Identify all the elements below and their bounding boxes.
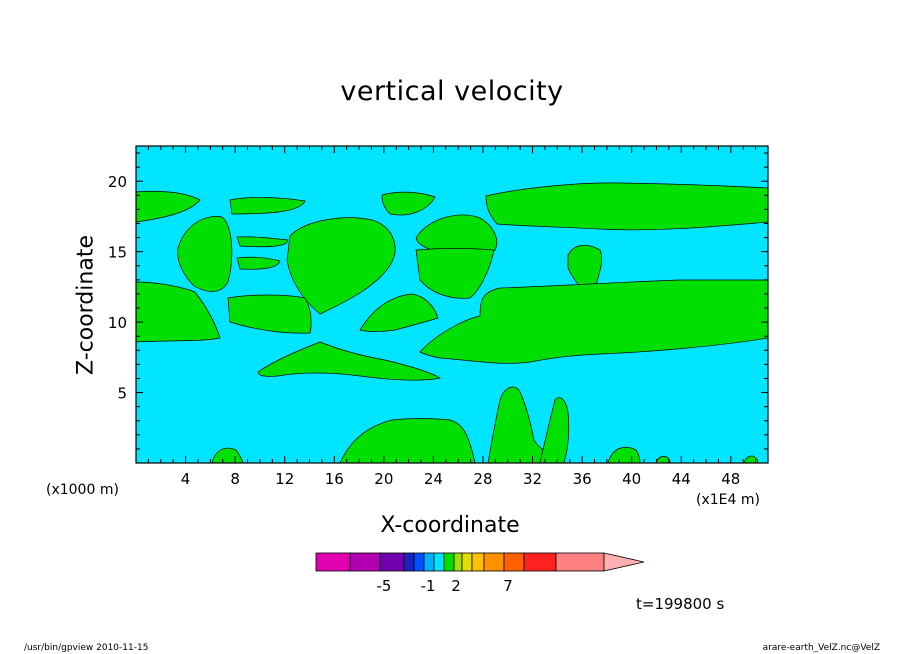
x-tick-label: 20 [374, 470, 393, 488]
colorbar-swatch-5 [413, 552, 425, 572]
contour-region-4 [485, 182, 769, 231]
colorbar-label: 2 [451, 577, 461, 595]
y-tick-label: 10 [108, 314, 127, 332]
chart-title: vertical velocity [340, 76, 564, 107]
plot-frame [135, 145, 769, 464]
colorbar-swatch-7 [433, 552, 445, 572]
x-tick-label: 32 [523, 470, 542, 488]
colorbar-swatch-15 [555, 552, 605, 572]
colorbar-swatch-2 [349, 552, 381, 572]
contour-region-19 [539, 397, 570, 464]
y-tick-label: 15 [108, 244, 127, 262]
contour-region-2 [229, 197, 306, 215]
contour-region-3 [381, 191, 436, 216]
footer-left: /usr/bin/gpview 2010-11-15 [24, 643, 149, 653]
x-tick-label: 44 [672, 470, 691, 488]
colorbar-swatch-12 [483, 552, 505, 572]
contour-region-10 [415, 248, 495, 299]
y-axis-label: Z-coordinate [73, 235, 99, 375]
colorbar-swatch-4 [403, 552, 415, 572]
x-axis-label: X-coordinate [380, 513, 520, 538]
contour-region-13 [227, 294, 312, 334]
colorbar-swatch-11 [471, 552, 485, 572]
colorbar-swatch-1 [315, 552, 351, 572]
colorbar-label: -5 [377, 577, 392, 595]
contour-region-12 [135, 281, 221, 343]
time-label: t=199800 s [636, 595, 725, 613]
contour-region-23 [655, 456, 671, 464]
footer-right: arare-earth_VelZ.nc@VelZ [762, 643, 880, 653]
x-tick-label: 12 [275, 470, 294, 488]
y-tick-label: 5 [117, 385, 127, 403]
contour-region-17 [339, 418, 476, 464]
contour-region-22 [743, 455, 759, 464]
contour-region-16 [257, 341, 441, 381]
contour-region-7 [236, 256, 281, 270]
colorbar-swatch-8 [443, 552, 455, 572]
colorbar-extend-arrow [603, 552, 645, 572]
contour-region-5 [177, 216, 233, 292]
x-tick-label: 48 [721, 470, 740, 488]
x-tick-label: 40 [622, 470, 641, 488]
x-tick-label: 28 [473, 470, 492, 488]
contour-region-8 [286, 217, 396, 315]
colorbar-swatch-10 [461, 552, 473, 572]
colorbar-swatch-13 [503, 552, 525, 572]
x-tick-label: 8 [230, 470, 240, 488]
colorbar-swatch-14 [523, 552, 557, 572]
x-axis-unit: (x1E4 m) [696, 492, 760, 508]
x-tick-label: 36 [573, 470, 592, 488]
x-tick-label: 24 [424, 470, 443, 488]
x-tick-label: 16 [325, 470, 344, 488]
colorbar-label: 7 [503, 577, 513, 595]
x-tick-label: 4 [181, 470, 191, 488]
contour-region-1 [135, 190, 201, 223]
colorbar-label: -1 [421, 577, 436, 595]
colorbar-swatch-9 [453, 552, 463, 572]
colorbar-swatch-6 [423, 552, 435, 572]
y-tick-label: 20 [108, 173, 127, 191]
colorbar-swatch-3 [379, 552, 405, 572]
y-axis-unit: (x1000 m) [46, 482, 119, 498]
contour-region-6 [236, 236, 289, 248]
contour-region-14 [359, 293, 439, 332]
